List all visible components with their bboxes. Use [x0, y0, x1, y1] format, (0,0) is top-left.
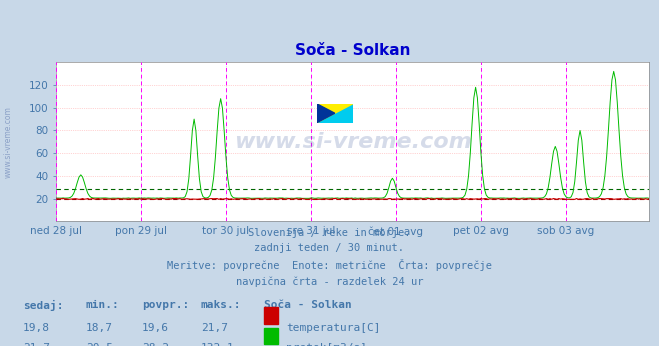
Bar — [264, 328, 278, 345]
Text: maks.:: maks.: — [201, 300, 241, 310]
Text: 132,1: 132,1 — [201, 343, 235, 346]
Text: 21,7: 21,7 — [23, 343, 50, 346]
Polygon shape — [316, 104, 353, 123]
Text: Slovenija / reke in morje.
zadnji teden / 30 minut.
Meritve: povprečne  Enote: m: Slovenija / reke in morje. zadnji teden … — [167, 228, 492, 287]
Text: www.si-vreme.com: www.si-vreme.com — [3, 106, 13, 178]
Text: 20,5: 20,5 — [86, 343, 113, 346]
Polygon shape — [316, 104, 335, 123]
Text: 28,2: 28,2 — [142, 343, 169, 346]
Title: Soča - Solkan: Soča - Solkan — [295, 43, 411, 58]
Text: pretok[m3/s]: pretok[m3/s] — [286, 343, 367, 346]
Text: povpr.:: povpr.: — [142, 300, 189, 310]
Text: 21,7: 21,7 — [201, 322, 228, 333]
Text: 19,6: 19,6 — [142, 322, 169, 333]
Text: min.:: min.: — [86, 300, 119, 310]
Text: sedaj:: sedaj: — [23, 300, 63, 311]
Bar — [264, 307, 278, 324]
Text: temperatura[C]: temperatura[C] — [286, 322, 380, 333]
Text: www.si-vreme.com: www.si-vreme.com — [234, 132, 471, 152]
Text: 19,8: 19,8 — [23, 322, 50, 333]
Text: Soča - Solkan: Soča - Solkan — [264, 300, 351, 310]
Text: 18,7: 18,7 — [86, 322, 113, 333]
